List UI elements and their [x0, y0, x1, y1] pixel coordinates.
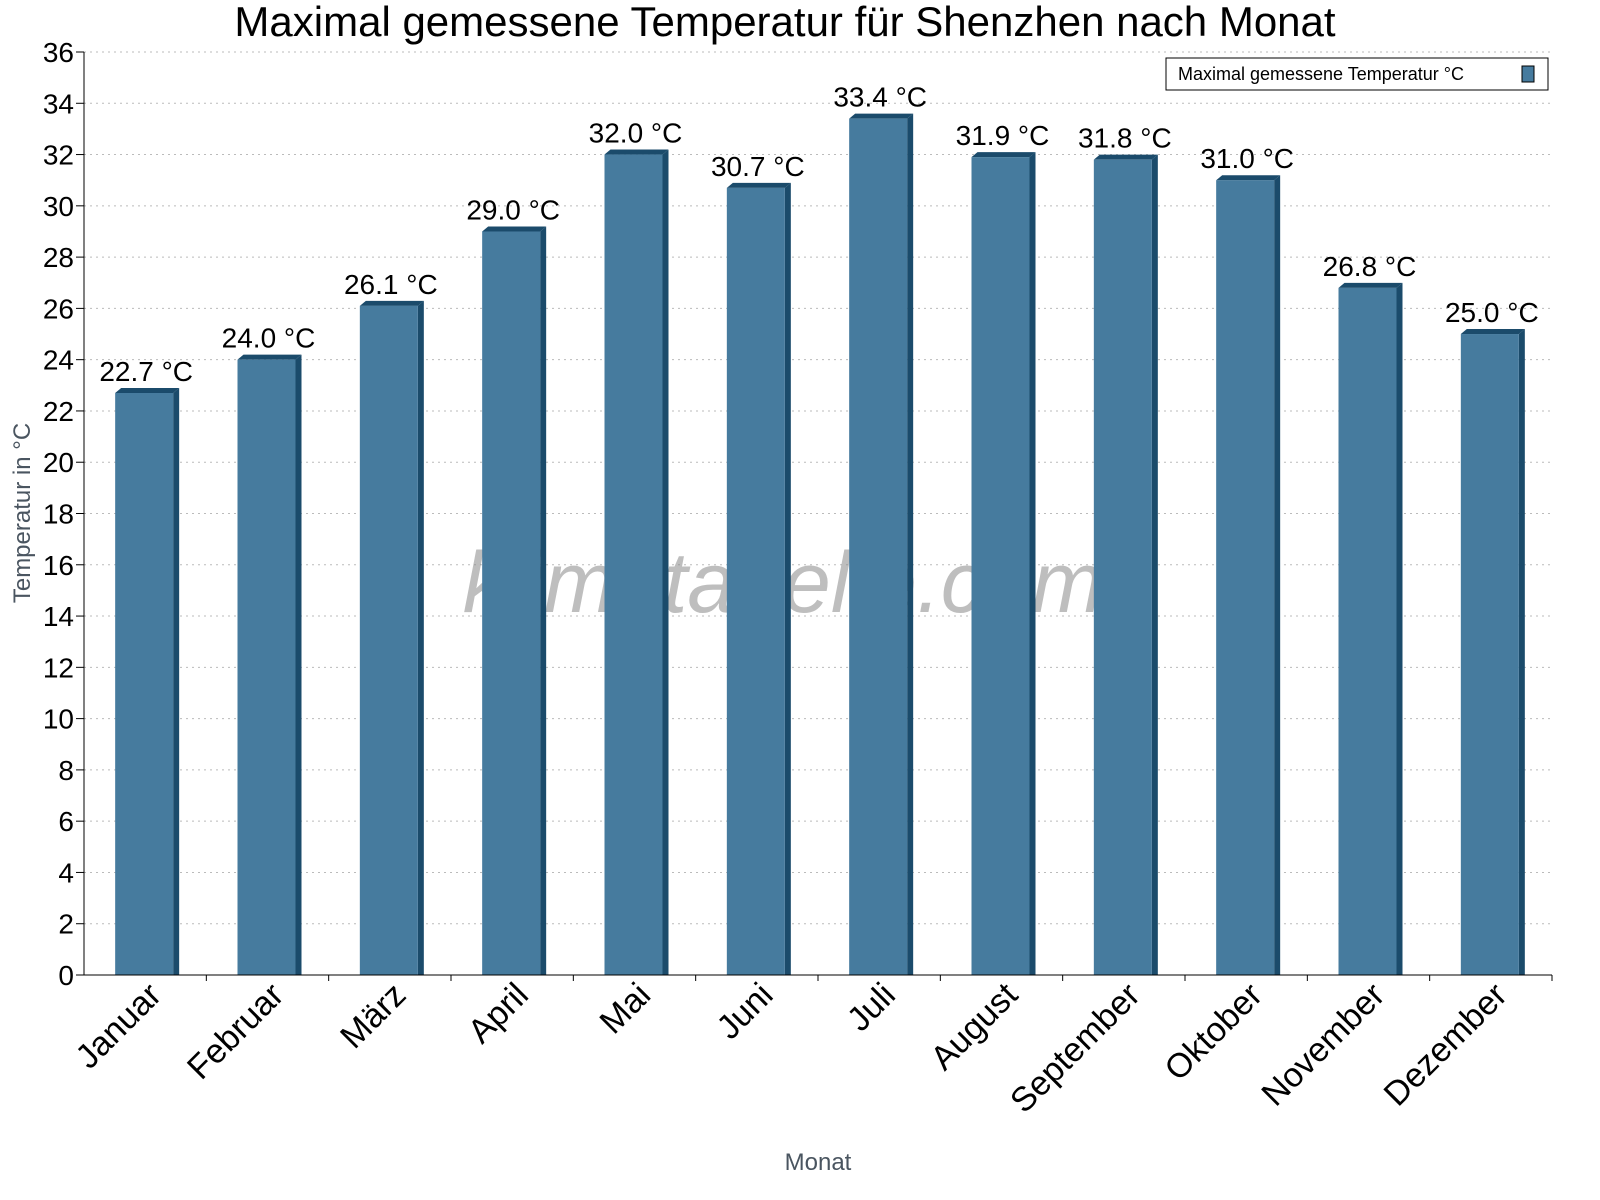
data-label: 26.1 °C: [344, 269, 438, 300]
x-tick-label: Mai: [593, 976, 659, 1042]
x-tick-label: April: [461, 976, 536, 1051]
y-tick-label: 32: [43, 140, 74, 171]
bar-top: [237, 354, 302, 360]
grid-lines: [84, 51, 1552, 925]
bar-top: [971, 152, 1036, 158]
bar-side: [907, 113, 914, 975]
bar: [971, 157, 1030, 975]
data-label: 32.0 °C: [589, 118, 683, 149]
bar-top: [1093, 154, 1158, 160]
y-tick-label: 26: [43, 293, 74, 324]
bar: [1093, 159, 1152, 975]
x-tick-label: September: [1003, 976, 1147, 1120]
bar-top: [849, 113, 914, 119]
y-tick-label: 18: [43, 499, 74, 530]
bar-side: [1151, 154, 1158, 975]
x-axis-label: Monat: [785, 1149, 852, 1176]
y-tick-label: 34: [43, 88, 74, 119]
data-label: 29.0 °C: [466, 194, 560, 225]
bar: [849, 118, 908, 975]
x-tick-label: Oktober: [1157, 976, 1269, 1088]
data-label: 22.7 °C: [99, 356, 193, 387]
bar: [482, 231, 541, 975]
y-tick-label: 8: [58, 755, 74, 786]
bar: [237, 359, 296, 976]
x-tick-label: Dezember: [1377, 976, 1515, 1114]
bar-top: [115, 387, 180, 393]
x-tick-label: August: [923, 975, 1025, 1077]
bar-side: [1396, 282, 1403, 975]
bar-top: [1338, 282, 1403, 288]
x-tick-label: Februar: [180, 976, 291, 1087]
bar-side: [1029, 152, 1036, 975]
bar-side: [417, 300, 424, 975]
y-tick-label: 10: [43, 704, 74, 735]
x-tick-label: Juli: [840, 976, 903, 1039]
y-tick-label: 6: [58, 806, 74, 837]
y-tick-label: 20: [43, 447, 74, 478]
bar: [604, 154, 663, 976]
bar: [1460, 334, 1519, 975]
y-tick-label: 16: [43, 550, 74, 581]
data-label: 25.0 °C: [1445, 297, 1539, 328]
legend: Maximal gemessene Temperatur °C: [1165, 57, 1549, 91]
data-label: 30.7 °C: [711, 151, 805, 182]
y-tick-label: 2: [58, 909, 74, 940]
bar-side: [784, 182, 791, 975]
bar: [1338, 287, 1397, 975]
bar-top: [359, 300, 424, 306]
legend-label: Maximal gemessene Temperatur °C: [1178, 64, 1464, 84]
y-tick-label: 30: [43, 191, 74, 222]
bar-top: [726, 182, 791, 188]
chart-title: Maximal gemessene Temperatur für Shenzhe…: [234, 0, 1335, 45]
bar-side: [173, 387, 180, 976]
bar-side: [1274, 175, 1281, 975]
y-tick-label: 0: [58, 960, 74, 991]
x-tick-label: Juni: [710, 976, 781, 1047]
bar-top: [1460, 329, 1525, 335]
bar-side: [1518, 329, 1525, 975]
y-axis-label: Temperatur in °C: [9, 423, 36, 603]
bar-side: [540, 226, 547, 975]
bar-top: [1216, 175, 1281, 181]
y-tick-label: 28: [43, 242, 74, 273]
bar-top: [482, 226, 547, 232]
y-tick-label: 36: [43, 37, 74, 68]
data-label: 26.8 °C: [1323, 251, 1417, 282]
bar-side: [662, 149, 669, 976]
bar: [115, 392, 174, 976]
y-tick-label: 22: [43, 396, 74, 427]
data-label: 33.4 °C: [833, 82, 927, 113]
bars: 22.7 °C 24.0 °C 26.1 °C 29.0 °C 32.0 °C 30.7 …: [99, 82, 1539, 976]
data-label: 31.0 °C: [1200, 143, 1294, 174]
legend-swatch: [1521, 65, 1535, 83]
bar: [726, 187, 785, 975]
bar-top: [604, 149, 669, 155]
x-tick-label: Januar: [68, 976, 168, 1076]
y-tick-label: 12: [43, 652, 74, 683]
data-label: 24.0 °C: [222, 323, 316, 354]
x-tick-label: November: [1254, 976, 1392, 1114]
x-tick-label: März: [333, 976, 413, 1056]
bar: [359, 305, 418, 975]
data-label: 31.9 °C: [956, 120, 1050, 151]
y-tick-label: 24: [43, 345, 74, 376]
y-tick-label: 4: [58, 857, 74, 888]
bar: [1216, 180, 1275, 975]
data-label: 31.8 °C: [1078, 123, 1172, 154]
bar-side: [295, 354, 302, 976]
y-tick-label: 14: [43, 601, 74, 632]
